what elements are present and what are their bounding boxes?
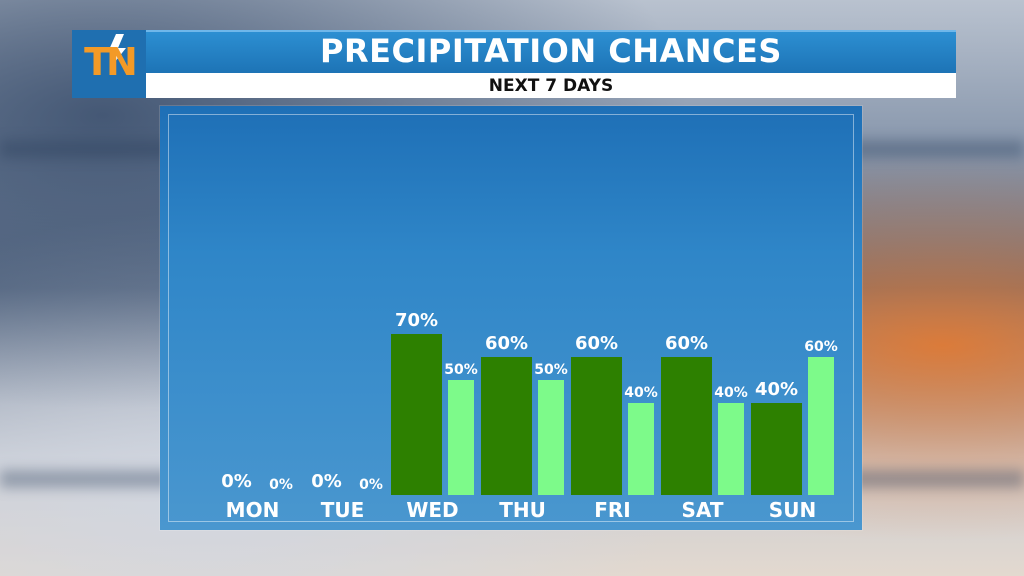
day-label-fri: FRI xyxy=(594,498,631,522)
value-label-mon-1: 0% xyxy=(221,471,252,492)
chart-subtitle: NEXT 7 DAYS xyxy=(146,73,956,98)
day-label-sun: SUN xyxy=(769,498,816,522)
bar-wed-1 xyxy=(391,334,442,495)
chart-title: PRECIPITATION CHANCES xyxy=(320,32,782,70)
value-label-fri-2: 40% xyxy=(624,385,658,401)
value-label-sat-1: 60% xyxy=(665,333,708,354)
bar-wed-2 xyxy=(448,380,474,495)
value-label-sat-2: 40% xyxy=(714,385,748,401)
day-label-tue: TUE xyxy=(321,498,365,522)
value-label-fri-1: 60% xyxy=(575,333,618,354)
value-label-mon-2: 0% xyxy=(269,477,293,493)
day-label-thu: THU xyxy=(499,498,546,522)
lightning-bolt-icon xyxy=(108,34,126,68)
value-label-wed-1: 70% xyxy=(395,310,438,331)
bar-sun-1 xyxy=(751,403,802,495)
logo-text: TN xyxy=(84,40,138,84)
value-label-tue-1: 0% xyxy=(311,471,342,492)
bar-thu-1 xyxy=(481,357,532,495)
value-label-thu-1: 60% xyxy=(485,333,528,354)
value-label-thu-2: 50% xyxy=(534,362,568,378)
title-bar xyxy=(72,30,956,74)
value-label-sun-2: 60% xyxy=(804,339,838,355)
bar-sun-2 xyxy=(808,357,834,495)
chart-panel-border xyxy=(168,114,854,522)
day-label-wed: WED xyxy=(406,498,458,522)
bar-thu-2 xyxy=(538,380,564,495)
value-label-tue-2: 0% xyxy=(359,477,383,493)
bar-chart: 0% 0% MON 0% 0% TUE 70% 50% WED 60% 50% THU 60% 40% FR… xyxy=(221,310,838,522)
value-label-sun-1: 40% xyxy=(755,379,798,400)
station-logo: TN xyxy=(72,30,146,98)
day-label-sat: SAT xyxy=(682,498,724,522)
bar-fri-2 xyxy=(628,403,654,495)
day-label-mon: MON xyxy=(226,498,280,522)
bar-fri-1 xyxy=(571,357,622,495)
value-label-wed-2: 50% xyxy=(444,362,478,378)
bar-sat-1 xyxy=(661,357,712,495)
bar-sat-2 xyxy=(718,403,744,495)
